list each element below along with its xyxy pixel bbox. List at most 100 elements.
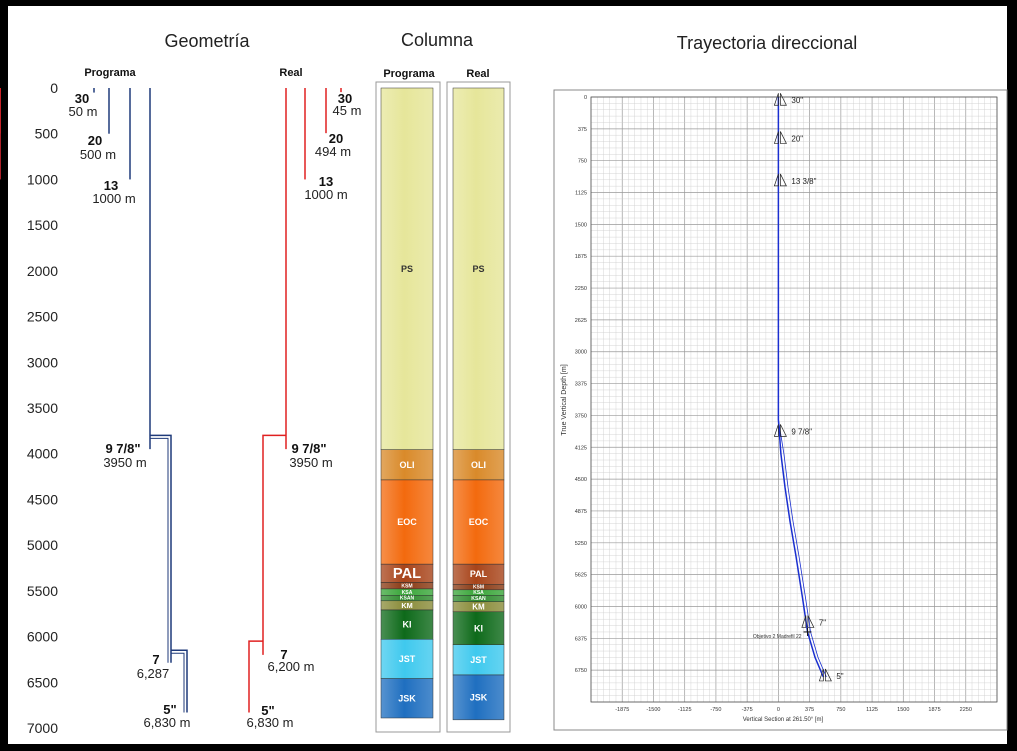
title-columna: Columna (401, 30, 474, 50)
depth-tick-label: 5000 (27, 537, 58, 553)
strat-layer (452, 449, 505, 481)
strat-layer-label: JSK (470, 692, 488, 702)
y-tick-label: 5250 (575, 541, 587, 547)
y-tick-label: 4125 (575, 445, 587, 451)
x-tick-label: 1875 (928, 707, 940, 713)
y-tick-label: 3375 (575, 382, 587, 388)
y-tick-label: 2625 (575, 318, 587, 324)
column-header-real: Real (466, 68, 489, 80)
y-tick-label: 375 (578, 127, 587, 133)
casing-size-label: 13 (104, 178, 118, 193)
strat-layer (380, 449, 434, 481)
x-tick-label: 750 (836, 707, 845, 713)
casing-depth-label: 6,200 m (268, 659, 315, 674)
x-tick-label: 0 (777, 707, 780, 713)
depth-tick-label: 7000 (27, 720, 58, 736)
strat-layer-label: KSA (473, 590, 484, 596)
casing-depth-label: 6,287 (137, 666, 170, 681)
casing-depth-label: 3950 m (289, 455, 332, 470)
y-tick-label: 5625 (575, 573, 587, 579)
y-tick-label: 750 (578, 159, 587, 165)
casing-shoe-label: 7" (819, 618, 826, 627)
depth-tick-label: 1000 (27, 171, 58, 187)
casing-depth-label: 6,830 m (247, 715, 294, 730)
strat-layer (380, 639, 434, 679)
strat-layer-label: KI (403, 620, 412, 630)
geometry-header-programa: Programa (84, 67, 136, 79)
casing-size-label: 5" (163, 702, 176, 717)
y-tick-label: 6750 (575, 668, 587, 674)
y-tick-label: 0 (584, 95, 587, 101)
strat-layer-label: KSA (402, 590, 413, 596)
depth-axis: 0 500 1000 1500 2000 2500 3000 3500 4000 4500 5000… (27, 80, 58, 736)
depth-tick-label: 1500 (27, 217, 58, 233)
casing-shoe-marker (773, 93, 787, 106)
casing-size-label: 20 (88, 133, 102, 148)
casing-line-5 (248, 640, 263, 713)
casing-line-5-inner (171, 652, 185, 713)
casing-shoe-marker (818, 668, 832, 682)
casing-size-label: 7 (280, 647, 287, 662)
casing-depth-label: 1000 m (304, 187, 347, 202)
casing-shoe-label: 13 3/8" (791, 177, 816, 186)
casing-shoe-label: 20" (791, 134, 803, 143)
strat-layer-label: EOC (469, 517, 489, 527)
column-frame-real (446, 81, 511, 733)
x-tick-label: -1125 (678, 707, 692, 713)
trajectory-ylabel: True Vertical Depth [m] (561, 364, 568, 435)
y-tick-label: 2250 (575, 286, 587, 292)
strat-layer-label: KI (474, 623, 483, 633)
casing-size-label: 30 (75, 91, 89, 106)
casing-depth-label: 494 m (315, 144, 351, 159)
strat-layer-label: KM (472, 602, 485, 611)
y-tick-label: 4500 (575, 477, 587, 483)
x-tick-label: 375 (805, 707, 814, 713)
depth-tick-label: 4500 (27, 491, 58, 507)
casing-shoe-label: 5" (836, 672, 843, 681)
strat-layer-label: KSM (473, 585, 484, 591)
casing-size-label: 7 (152, 652, 159, 667)
geometry-header-real: Real (279, 67, 302, 79)
casing-depth-label: 1000 m (92, 191, 135, 206)
casing-shoe-marker (773, 173, 787, 187)
strat-layer (452, 87, 505, 450)
strat-layer (380, 609, 434, 640)
x-tick-label: 1125 (866, 707, 878, 713)
depth-tick-label: 2000 (27, 263, 58, 279)
depth-tick-label: 5500 (27, 583, 58, 599)
casing-shoe-marker (773, 131, 787, 144)
casing-line-5 (171, 649, 188, 713)
trajectory-panel: 0375750112515001875225026253000337537504… (553, 89, 1008, 731)
column-panel: Programa Real PSOLIEOCPALKSMKSAKSANKMKIJ… (375, 68, 511, 733)
strat-layer-label: JST (399, 654, 416, 664)
strat-layer (380, 678, 434, 719)
strat-layer (452, 674, 505, 721)
strat-layer (452, 479, 505, 565)
strat-layer-label: PAL (470, 569, 488, 579)
x-tick-label: 2250 (960, 707, 972, 713)
title-trayectoria: Trayectoria direccional (677, 33, 857, 53)
depth-tick-label: 500 (35, 126, 59, 142)
casing-line-7 (262, 434, 286, 655)
strat-layer-label: KSM (401, 583, 412, 589)
column-header-programa: Programa (383, 68, 435, 80)
casing-shoe-marker (801, 615, 815, 628)
strat-layer-label: PS (401, 264, 413, 274)
depth-tick-label: 4000 (27, 446, 58, 462)
trajectory-grid (590, 96, 998, 703)
strat-layer-label: OLI (471, 460, 486, 470)
y-tick-label: 3750 (575, 413, 587, 419)
strat-layer (380, 479, 434, 565)
strat-layer-label: KM (401, 601, 412, 610)
casing-depth-label: 50 m (69, 104, 98, 119)
strat-layer-label: PS (472, 264, 484, 274)
strat-layer-label: JST (470, 655, 487, 665)
casing-shoe-label: 30" (791, 96, 803, 105)
target-label: Objetivo 2 Madrefil 22 (753, 634, 802, 640)
strat-layer-label: JSK (398, 693, 416, 703)
casing-size-label: 30 (338, 91, 352, 106)
geometry-panel: Programa Real 0 500 1000 1500 2000 2500 3000 35… (0, 67, 361, 736)
